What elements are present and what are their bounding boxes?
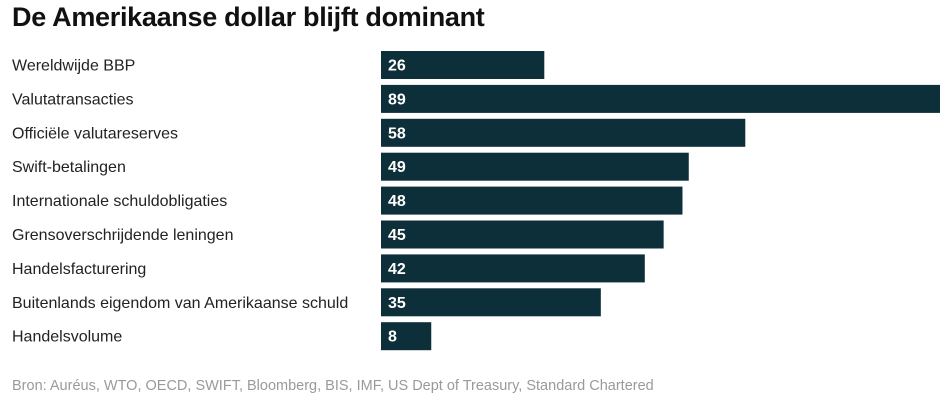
category-label: Valutatransacties xyxy=(12,91,134,108)
category-label: Handelsvolume xyxy=(12,329,122,346)
source-note: Bron: Auréus, WTO, OECD, SWIFT, Bloomber… xyxy=(12,378,654,394)
bar xyxy=(381,186,683,215)
value-label: 26 xyxy=(388,58,406,75)
value-label: 49 xyxy=(388,159,406,176)
bar xyxy=(381,254,645,283)
category-label: Buitenlands eigendom van Amerikaanse sch… xyxy=(12,295,348,312)
bar xyxy=(381,84,940,113)
category-label: Wereldwijde BBP xyxy=(12,58,135,75)
value-label: 45 xyxy=(388,227,406,244)
value-label: 8 xyxy=(388,329,397,346)
bar-chart: Wereldwijde BBP 26 Valutatransacties 89 Offi… xyxy=(12,51,940,351)
chart-title: De Amerikaanse dollar blijft dominant xyxy=(12,2,485,32)
value-label: 42 xyxy=(388,261,406,278)
bar xyxy=(381,152,689,181)
bar xyxy=(381,288,601,317)
bar xyxy=(381,322,432,351)
bar xyxy=(381,220,664,249)
category-label: Handelsfacturering xyxy=(12,261,146,278)
category-label: Internationale schuldobligaties xyxy=(12,193,227,210)
value-label: 58 xyxy=(388,125,406,142)
value-label: 89 xyxy=(388,91,406,108)
bar xyxy=(381,118,746,147)
category-label: Swift-betalingen xyxy=(12,159,126,176)
value-label: 48 xyxy=(388,193,406,210)
category-label: Officiële valutareserves xyxy=(12,125,178,142)
category-label: Grensoverschrijdende leningen xyxy=(12,227,233,244)
value-label: 35 xyxy=(388,295,406,312)
bar xyxy=(381,51,545,79)
